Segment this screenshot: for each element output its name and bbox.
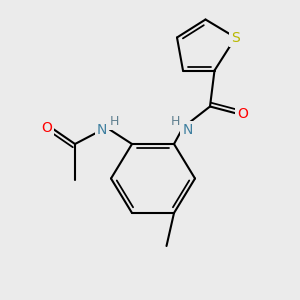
- Text: O: O: [41, 121, 52, 134]
- Text: H: H: [171, 115, 180, 128]
- Text: H: H: [109, 115, 119, 128]
- Text: S: S: [231, 31, 240, 44]
- Text: O: O: [238, 107, 248, 121]
- Text: N: N: [182, 124, 193, 137]
- Text: N: N: [97, 124, 107, 137]
